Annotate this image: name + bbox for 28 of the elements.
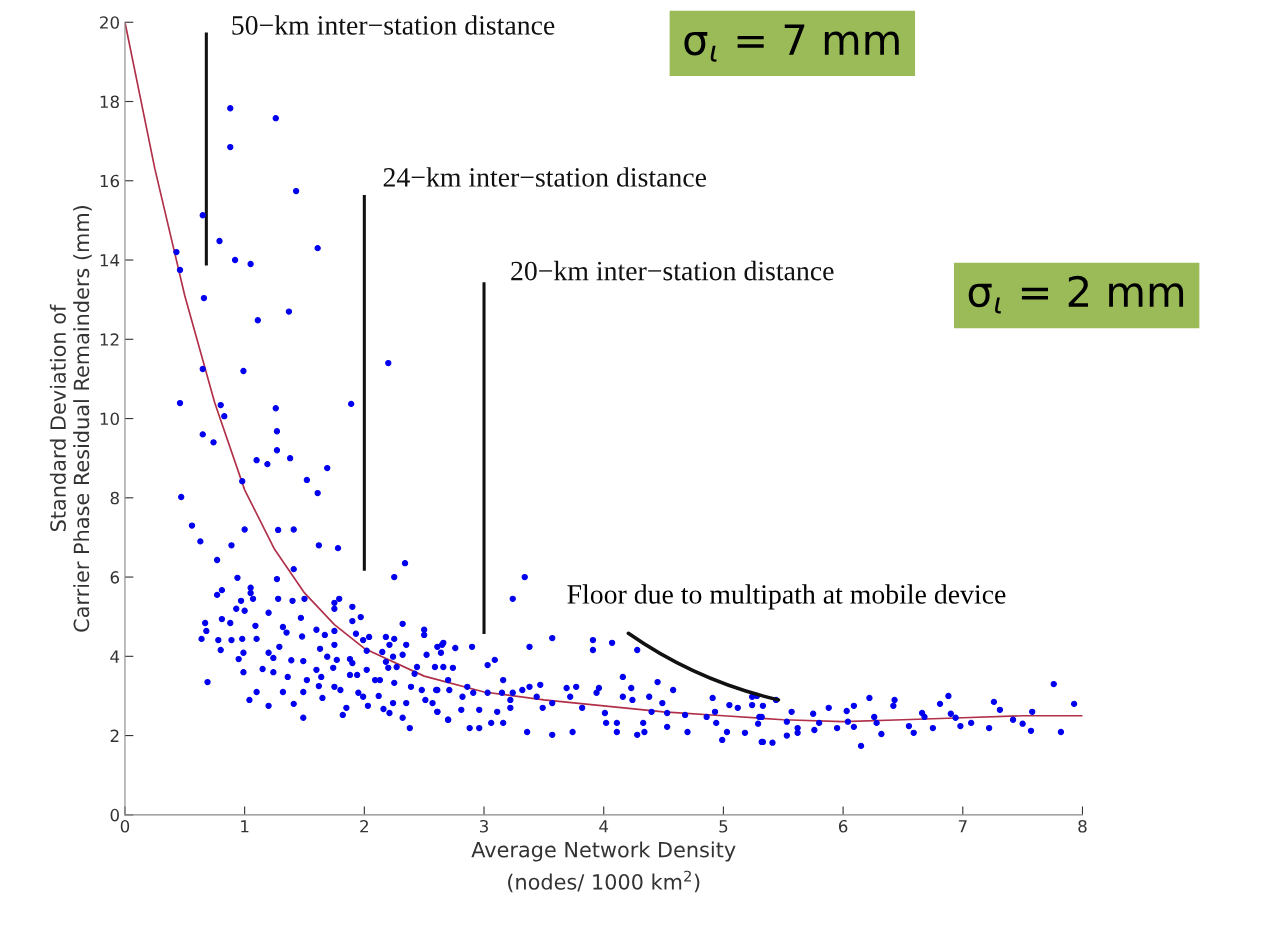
x-tick-label: 2 — [360, 819, 368, 833]
x-tick-label: 1 — [241, 820, 249, 833]
y-tick-label: 10 — [100, 412, 119, 426]
y-tick-label: 16 — [100, 174, 120, 188]
x-tick-label: 3 — [479, 819, 488, 833]
x-axis-title: Average Network Density (nodes/ 1000 km$^{2}$) — [471, 841, 736, 893]
y-tick-label: 4 — [110, 650, 120, 663]
x-tick-label: 8 — [1078, 819, 1087, 833]
y-tick-label: 0 — [110, 808, 119, 822]
y-tick-label: 18 — [100, 95, 119, 109]
y-tick-label: 8 — [110, 491, 119, 505]
annotation: 20−km inter−station distance — [511, 260, 834, 281]
x-tick-label: 5 — [719, 820, 728, 833]
y-tick-label: 14 — [100, 254, 120, 267]
annotation: 50−km inter−station distance — [232, 15, 555, 35]
annotation: σ$_{ι}$ = 7 mm — [684, 24, 899, 62]
x-tick-label: 6 — [838, 819, 848, 833]
y-tick-label: 2 — [110, 729, 119, 742]
y-tick-label: 12 — [100, 333, 119, 346]
y-tick-label: 6 — [110, 571, 120, 584]
y-tick-label: 20 — [100, 16, 119, 29]
y-axis-title: Standard Deviation of Carrier Phase Residual Remainders (mm) — [49, 206, 92, 632]
x-tick-label: 7 — [958, 820, 967, 833]
annotation: Floor due to multipath at mobile device — [567, 584, 1006, 610]
x-tick-label: 0 — [120, 819, 130, 833]
x-tick-label: 4 — [599, 820, 609, 833]
annotation: 24−km inter−station distance — [383, 167, 707, 187]
annotation: σ$_{ι}$ = 2 mm — [968, 275, 1184, 314]
